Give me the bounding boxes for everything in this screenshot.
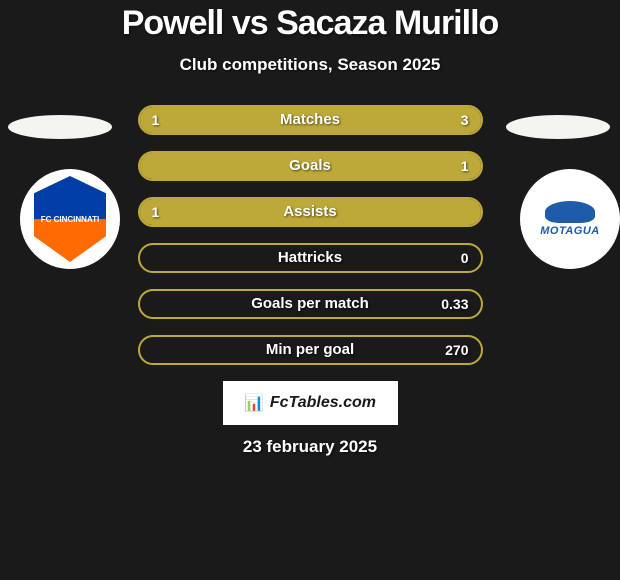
subtitle: Club competitions, Season 2025 xyxy=(0,55,620,75)
stat-label: Goals xyxy=(140,153,481,179)
stat-value-left: 1 xyxy=(152,199,160,225)
motagua-badge-icon: MOTAGUA xyxy=(530,199,610,239)
stat-value-right: 0 xyxy=(461,245,469,271)
stat-row: Goals1 xyxy=(138,151,483,181)
fctables-link[interactable]: 📊 FcTables.com xyxy=(223,381,398,425)
content-area: FC CINCINNATI MOTAGUA Matches13Goals1Ass… xyxy=(0,105,620,457)
stats-list: Matches13Goals1Assists1Hattricks0Goals p… xyxy=(138,105,483,365)
cincinnati-shield-icon: FC CINCINNATI xyxy=(34,176,106,262)
stat-value-right: 1 xyxy=(461,153,469,179)
eagle-icon xyxy=(545,201,595,223)
fctables-label: FcTables.com xyxy=(270,394,376,412)
stat-label: Assists xyxy=(140,199,481,225)
stat-row: Assists1 xyxy=(138,197,483,227)
team-ellipse-left xyxy=(8,115,112,139)
page-title: Powell vs Sacaza Murillo xyxy=(0,0,620,43)
comparison-card: Powell vs Sacaza Murillo Club competitio… xyxy=(0,0,620,457)
stat-row: Matches1 3 xyxy=(138,105,483,135)
stat-value-right: 0.33 xyxy=(441,291,468,317)
stat-row: Min per goal270 xyxy=(138,335,483,365)
stat-row: Goals per match0.33 xyxy=(138,289,483,319)
team-badge-left[interactable]: FC CINCINNATI xyxy=(20,169,120,269)
stat-label: Goals per match xyxy=(140,291,481,317)
chart-icon: 📊 xyxy=(244,393,264,413)
date-label: 23 february 2025 xyxy=(0,437,620,457)
team-badge-right[interactable]: MOTAGUA xyxy=(520,169,620,269)
stat-row: Hattricks0 xyxy=(138,243,483,273)
stat-value-right: 270 xyxy=(445,337,468,363)
stat-value-right: 3 xyxy=(461,107,469,133)
team-ellipse-right xyxy=(506,115,610,139)
stat-label: Min per goal xyxy=(140,337,481,363)
stat-value-left: 1 xyxy=(152,107,160,133)
stat-label: Hattricks xyxy=(140,245,481,271)
stat-label: Matches xyxy=(140,107,481,133)
